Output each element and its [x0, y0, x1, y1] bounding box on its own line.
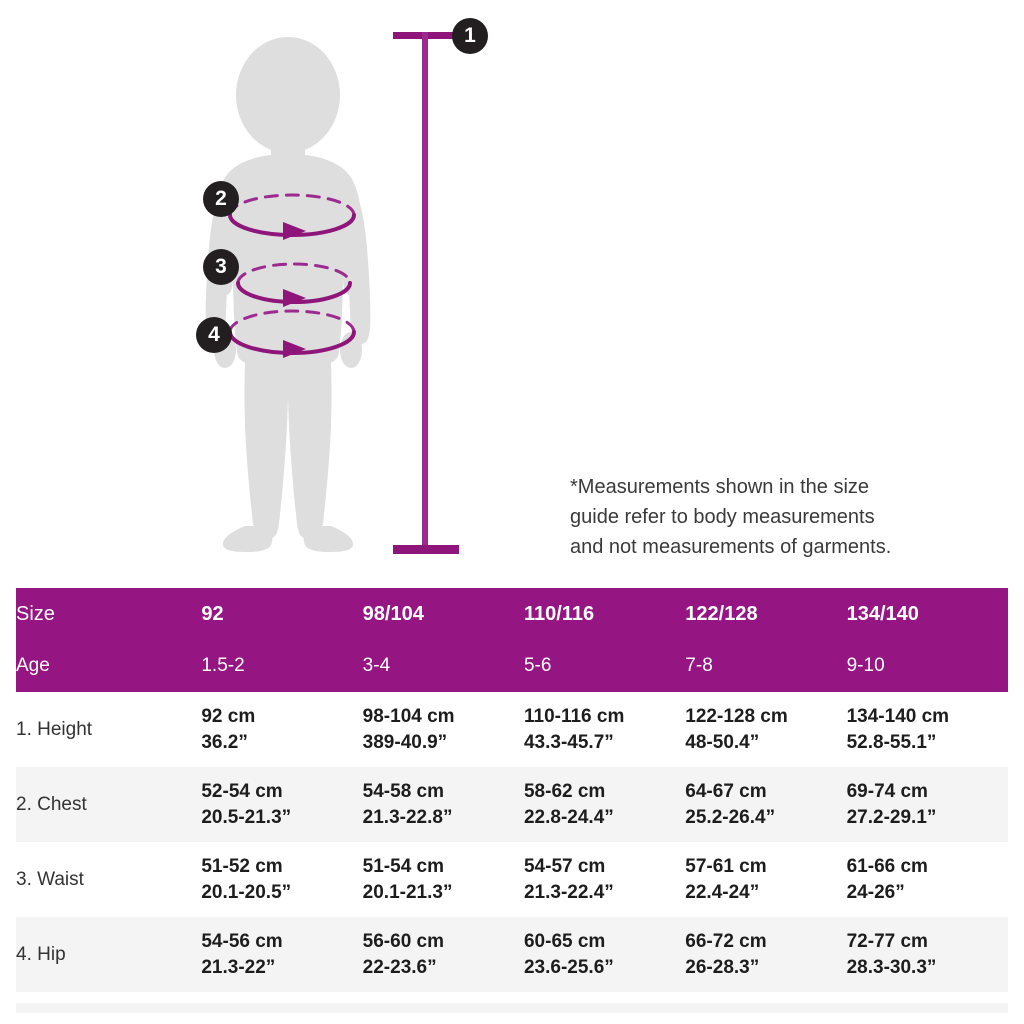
cell-value-cm: 72-77 cm — [846, 930, 928, 952]
cell-value-cm: 110-116 cm — [523, 705, 625, 727]
cell-chest-134-140: 69-74 cm 27.2-29.1” — [847, 767, 1008, 842]
cell-value-cm: 54-57 cm — [523, 855, 606, 877]
table-row: 3. Waist 51-52 cm 20.1-20.5” 51-54 cm 20… — [16, 842, 1008, 917]
cell-value-in: 21.3-22.8” — [362, 806, 453, 828]
footnote-line-3: and not measurements of garments. — [570, 536, 892, 558]
table-header-age-row: Age 1.5-2 3-4 5-6 7-8 9-10 — [16, 640, 1008, 692]
hip-measure-loop — [228, 309, 356, 358]
cell-hip-92: 54-56 cm 21.3-22” — [201, 917, 362, 992]
cell-value-in: 52.8-55.1” — [846, 731, 937, 753]
cell-value-cm: 51-52 cm — [201, 855, 283, 877]
cell-value-in: 22.8-24.4” — [523, 806, 614, 828]
cell-value-cm: 64-67 cm — [685, 780, 767, 802]
cell-hip-110-116: 60-65 cm 23.6-25.6” — [524, 917, 685, 992]
row-label-hip: 4. Hip — [16, 943, 66, 965]
cell-value-in: 21.3-22” — [201, 956, 276, 978]
cell-hip-122-128: 66-72 cm 26-28.3” — [685, 917, 846, 992]
cell-value-in: 389-40.9” — [362, 731, 448, 753]
chest-measure-loop — [228, 193, 356, 240]
cell-chest-110-116: 58-62 cm 22.8-24.4” — [524, 767, 685, 842]
header-size-0: 92 — [201, 602, 224, 625]
cell-value-in: 23.6-25.6” — [523, 956, 614, 978]
cell-height-110-116: 110-116 cm 43.3-45.7” — [524, 692, 685, 767]
marker-4-hip: 4 — [196, 317, 232, 353]
row-label-height: 1. Height — [16, 718, 93, 740]
cell-value-cm: 56-60 cm — [362, 930, 445, 952]
marker-3-waist: 3 — [203, 249, 239, 285]
cell-value-in: 27.2-29.1” — [846, 806, 937, 828]
cell-chest-92: 52-54 cm 20.5-21.3” — [201, 767, 362, 842]
cell-waist-92: 51-52 cm 20.1-20.5” — [201, 842, 362, 917]
cell-value-cm: 69-74 cm — [846, 780, 928, 802]
cell-value-cm: 54-56 cm — [201, 930, 283, 952]
cell-waist-110-116: 54-57 cm 21.3-22.4” — [524, 842, 685, 917]
table-row: 2. Chest 52-54 cm 20.5-21.3” 54-58 cm 21… — [16, 767, 1008, 842]
cell-value-in: 24-26” — [846, 881, 905, 903]
footnote-line-1: *Measurements shown in the size — [570, 476, 870, 498]
cell-height-92: 92 cm 36.2” — [201, 692, 362, 767]
cell-value-in: 20.5-21.3” — [201, 806, 292, 828]
cell-value-in: 21.3-22.4” — [523, 881, 614, 903]
cell-waist-134-140: 61-66 cm 24-26” — [847, 842, 1008, 917]
cell-value-in: 22-23.6” — [362, 956, 437, 978]
cell-waist-122-128: 57-61 cm 22.4-24” — [685, 842, 846, 917]
cell-value-cm: 58-62 cm — [523, 780, 606, 802]
cell-waist-98-104: 51-54 cm 20.1-21.3” — [363, 842, 524, 917]
cell-value-cm: 57-61 cm — [685, 855, 767, 877]
header-size-2: 110/116 — [523, 602, 595, 625]
waist-measure-loop — [236, 262, 352, 307]
header-age-label: Age — [16, 655, 50, 676]
header-size-1: 98/104 — [362, 602, 424, 625]
marker-2-chest: 2 — [203, 181, 239, 217]
cell-hip-98-104: 56-60 cm 22-23.6” — [363, 917, 524, 992]
cell-value-in: 22.4-24” — [685, 881, 760, 903]
header-age-3: 7-8 — [685, 655, 713, 676]
size-chart-table: Size 92 98/104 110/116 122/128 134/140 A… — [16, 588, 1008, 992]
row-label-waist: 3. Waist — [16, 868, 84, 890]
cell-value-cm: 52-54 cm — [201, 780, 283, 802]
header-size-label: Size — [16, 602, 55, 625]
cell-value-cm: 51-54 cm — [362, 855, 445, 877]
measurement-loops — [228, 193, 356, 358]
table-header-size-row: Size 92 98/104 110/116 122/128 134/140 — [16, 588, 1008, 640]
cell-value-cm: 92 cm — [201, 705, 256, 727]
height-measure-line — [393, 32, 459, 554]
marker-1-height: 1 — [452, 18, 488, 54]
header-age-4: 9-10 — [846, 655, 885, 676]
header-age-0: 1.5-2 — [201, 655, 245, 676]
cell-height-98-104: 98-104 cm 389-40.9” — [363, 692, 524, 767]
cell-value-cm: 66-72 cm — [685, 930, 767, 952]
cell-value-in: 48-50.4” — [685, 731, 760, 753]
header-age-2: 5-6 — [523, 655, 552, 676]
cell-hip-134-140: 72-77 cm 28.3-30.3” — [847, 917, 1008, 992]
header-size-3: 122/128 — [685, 602, 758, 625]
cell-value-cm: 60-65 cm — [523, 930, 606, 952]
footnote-line-2: guide refer to body measurements — [570, 506, 875, 528]
row-label-chest: 2. Chest — [16, 793, 87, 815]
cell-value-in: 26-28.3” — [685, 956, 760, 978]
cell-value-in: 20.1-20.5” — [201, 881, 292, 903]
cell-value-cm: 54-58 cm — [362, 780, 445, 802]
cell-value-cm: 122-128 cm — [685, 705, 788, 727]
cell-height-122-128: 122-128 cm 48-50.4” — [685, 692, 846, 767]
cell-chest-122-128: 64-67 cm 25.2-26.4” — [685, 767, 846, 842]
cell-value-cm: 61-66 cm — [846, 855, 928, 877]
cell-value-in: 28.3-30.3” — [846, 956, 937, 978]
cell-height-134-140: 134-140 cm 52.8-55.1” — [847, 692, 1008, 767]
table-bottom-strip — [16, 1003, 1008, 1013]
cell-chest-98-104: 54-58 cm 21.3-22.8” — [363, 767, 524, 842]
header-size-4: 134/140 — [846, 602, 919, 625]
table-row: 1. Height 92 cm 36.2” 98-104 cm 389-40.9… — [16, 692, 1008, 767]
cell-value-in: 20.1-21.3” — [362, 881, 453, 903]
cell-value-cm: 134-140 cm — [846, 705, 950, 727]
cell-value-in: 25.2-26.4” — [685, 806, 776, 828]
header-age-1: 3-4 — [362, 655, 391, 676]
cell-value-in: 43.3-45.7” — [523, 731, 614, 753]
measurements-footnote: *Measurements shown in the size guide re… — [570, 472, 970, 562]
cell-value-in: 36.2” — [201, 731, 248, 753]
cell-value-cm: 98-104 cm — [362, 705, 455, 727]
table-row: 4. Hip 54-56 cm 21.3-22” 56-60 cm 22-23.… — [16, 917, 1008, 992]
size-guide-illustration: 1 2 3 4 *Measurements shown in the size … — [196, 18, 970, 562]
